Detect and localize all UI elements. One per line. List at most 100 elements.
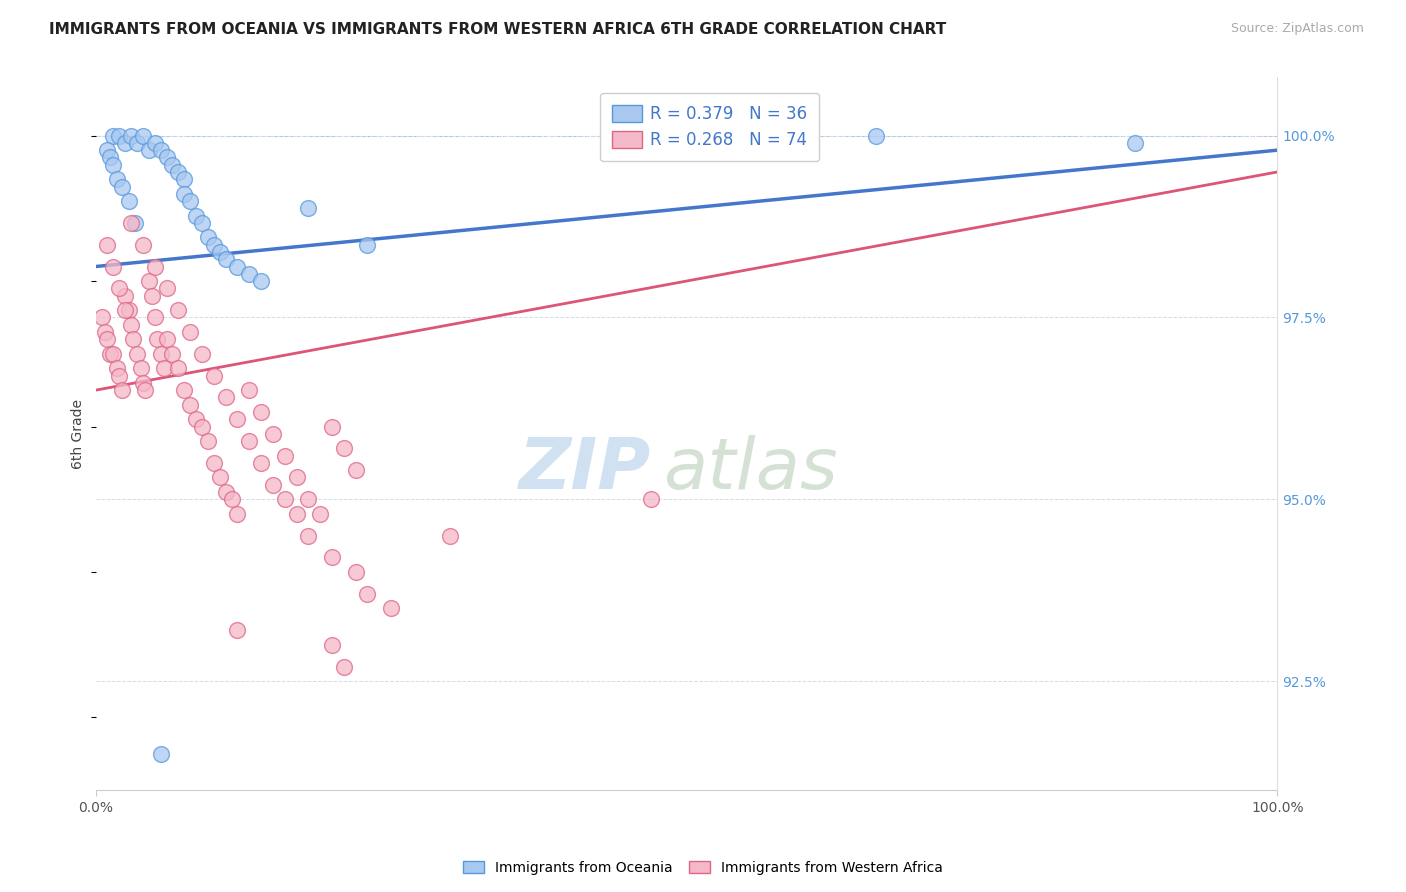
Point bbox=[105, 172, 128, 186]
Point bbox=[640, 492, 662, 507]
Point bbox=[111, 383, 134, 397]
Point bbox=[103, 260, 125, 274]
Point bbox=[132, 376, 155, 390]
Text: Source: ZipAtlas.com: Source: ZipAtlas.com bbox=[1230, 22, 1364, 36]
Point bbox=[122, 332, 145, 346]
Point bbox=[103, 158, 125, 172]
Point bbox=[238, 434, 260, 448]
Point bbox=[439, 528, 461, 542]
Point bbox=[226, 507, 249, 521]
Point bbox=[197, 434, 219, 448]
Point bbox=[191, 347, 214, 361]
Point bbox=[297, 528, 319, 542]
Point bbox=[134, 383, 156, 397]
Point bbox=[167, 361, 190, 376]
Point bbox=[184, 209, 207, 223]
Point bbox=[108, 128, 131, 143]
Point bbox=[138, 274, 160, 288]
Point bbox=[118, 194, 141, 208]
Text: atlas: atlas bbox=[662, 435, 838, 504]
Point bbox=[173, 172, 195, 186]
Point bbox=[262, 477, 284, 491]
Legend: R = 0.379   N = 36, R = 0.268   N = 74: R = 0.379 N = 36, R = 0.268 N = 74 bbox=[600, 93, 820, 161]
Point bbox=[118, 303, 141, 318]
Point bbox=[98, 150, 121, 164]
Point bbox=[114, 136, 136, 150]
Point bbox=[221, 492, 243, 507]
Point bbox=[214, 252, 236, 267]
Point bbox=[309, 507, 332, 521]
Point bbox=[202, 368, 225, 383]
Point bbox=[1125, 136, 1147, 150]
Point bbox=[132, 237, 155, 252]
Point bbox=[344, 463, 367, 477]
Point bbox=[103, 128, 125, 143]
Point bbox=[250, 456, 273, 470]
Point bbox=[179, 194, 201, 208]
Point bbox=[321, 419, 343, 434]
Text: ZIP: ZIP bbox=[519, 435, 651, 504]
Point bbox=[208, 470, 231, 484]
Point bbox=[173, 186, 195, 201]
Point bbox=[321, 638, 343, 652]
Point bbox=[214, 485, 236, 500]
Point bbox=[285, 507, 308, 521]
Point bbox=[120, 318, 142, 332]
Point bbox=[356, 237, 378, 252]
Point bbox=[162, 347, 184, 361]
Point bbox=[132, 128, 155, 143]
Point bbox=[108, 281, 131, 295]
Point bbox=[333, 659, 356, 673]
Point bbox=[191, 216, 214, 230]
Point bbox=[96, 332, 118, 346]
Point bbox=[191, 419, 214, 434]
Point bbox=[108, 368, 131, 383]
Point bbox=[129, 361, 152, 376]
Point bbox=[153, 361, 176, 376]
Point bbox=[226, 412, 249, 426]
Point bbox=[94, 325, 117, 339]
Point bbox=[149, 747, 172, 761]
Point bbox=[238, 267, 260, 281]
Point bbox=[184, 412, 207, 426]
Point bbox=[114, 303, 136, 318]
Point bbox=[167, 303, 190, 318]
Point bbox=[155, 150, 177, 164]
Point bbox=[120, 128, 142, 143]
Point bbox=[274, 492, 297, 507]
Point bbox=[208, 244, 231, 259]
Point bbox=[111, 179, 134, 194]
Point bbox=[226, 623, 249, 637]
Point bbox=[146, 332, 169, 346]
Point bbox=[344, 565, 367, 579]
Point bbox=[125, 136, 148, 150]
Point bbox=[202, 456, 225, 470]
Point bbox=[356, 587, 378, 601]
Point bbox=[143, 136, 166, 150]
Text: IMMIGRANTS FROM OCEANIA VS IMMIGRANTS FROM WESTERN AFRICA 6TH GRADE CORRELATION : IMMIGRANTS FROM OCEANIA VS IMMIGRANTS FR… bbox=[49, 22, 946, 37]
Point bbox=[96, 237, 118, 252]
Point bbox=[262, 426, 284, 441]
Point bbox=[149, 143, 172, 157]
Point bbox=[202, 237, 225, 252]
Point bbox=[155, 281, 177, 295]
Point bbox=[125, 347, 148, 361]
Point bbox=[143, 310, 166, 325]
Point bbox=[179, 398, 201, 412]
Point bbox=[250, 274, 273, 288]
Point bbox=[96, 143, 118, 157]
Point bbox=[238, 383, 260, 397]
Point bbox=[179, 325, 201, 339]
Point bbox=[155, 332, 177, 346]
Point bbox=[98, 347, 121, 361]
Point bbox=[865, 128, 887, 143]
Point bbox=[105, 361, 128, 376]
Point bbox=[333, 442, 356, 456]
Point bbox=[141, 288, 163, 302]
Point bbox=[274, 449, 297, 463]
Point bbox=[114, 288, 136, 302]
Point bbox=[138, 143, 160, 157]
Point bbox=[103, 347, 125, 361]
Point bbox=[143, 260, 166, 274]
Point bbox=[297, 202, 319, 216]
